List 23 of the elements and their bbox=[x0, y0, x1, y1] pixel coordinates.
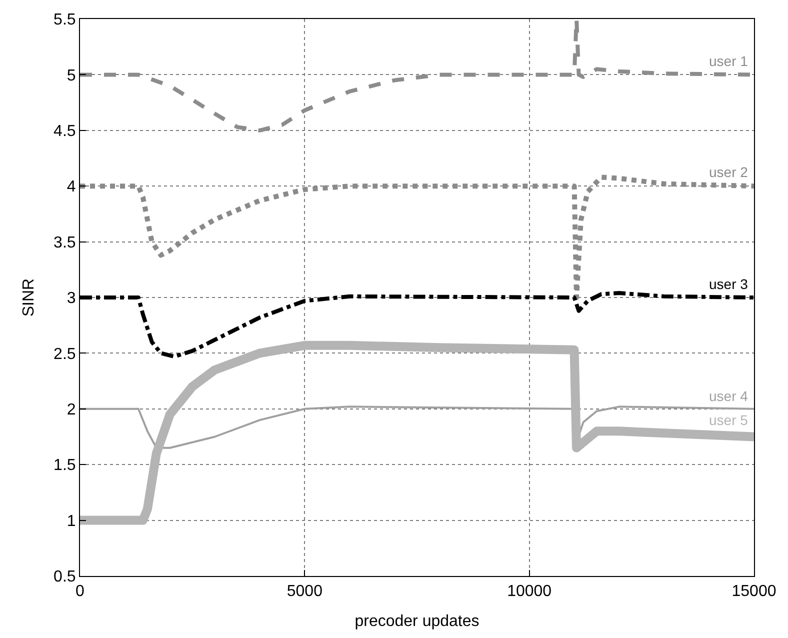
series-label: user 1 bbox=[709, 53, 748, 69]
y-tick-label: 5.5 bbox=[54, 12, 76, 29]
y-tick-label: 3.5 bbox=[54, 234, 76, 252]
y-axis-title: SINR bbox=[20, 278, 38, 317]
x-axis-title: precoder updates bbox=[354, 612, 480, 630]
line-series bbox=[80, 406, 754, 449]
x-tick-label: 15000 bbox=[732, 583, 776, 600]
x-tick-label: 10000 bbox=[507, 583, 552, 600]
y-tick-label: 2.5 bbox=[54, 346, 76, 363]
y-tick-label: 5 bbox=[66, 67, 76, 84]
series-label: user 5 bbox=[709, 412, 748, 428]
x-tick-label: 0 bbox=[76, 583, 85, 600]
y-tick-label: 0.5 bbox=[54, 568, 76, 586]
y-tick-label: 3 bbox=[66, 290, 76, 308]
y-tick-label: 4.5 bbox=[54, 123, 76, 140]
y-tick-label: 2 bbox=[66, 402, 76, 418]
y-tick-label: 1 bbox=[66, 512, 76, 530]
y-tick-label: 4 bbox=[66, 178, 76, 196]
series-label: user 4 bbox=[709, 388, 748, 404]
series-label: user 2 bbox=[709, 164, 748, 180]
x-tick-label: 5000 bbox=[286, 583, 323, 600]
series-label: user 3 bbox=[709, 276, 748, 292]
y-tick-label: 1.5 bbox=[54, 457, 76, 474]
